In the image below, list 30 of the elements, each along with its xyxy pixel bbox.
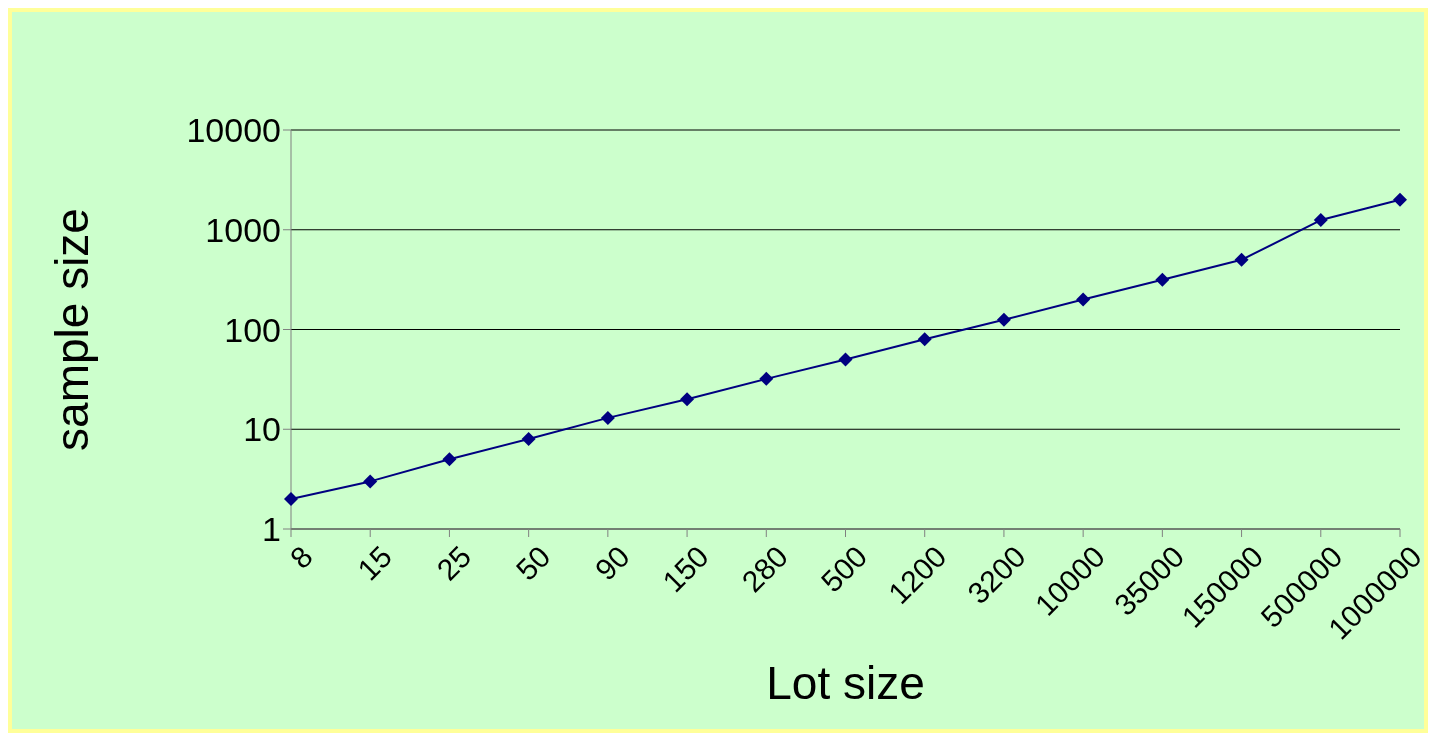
point [996,312,1011,327]
point [1393,192,1407,207]
x-axis-title: Lot size [766,657,925,709]
point [442,452,457,467]
point [284,491,298,506]
x-tick-label: 90 [588,539,636,587]
y-tick-label: 10 [243,410,281,449]
y-axis-title: sample size [46,208,99,451]
x-tick-label: 8 [283,539,319,575]
point [1076,292,1091,307]
x-tick-label: 50 [509,539,557,587]
y-tick-label: 1 [262,510,281,549]
y-tick-label: 1000 [205,210,281,249]
point [680,392,695,407]
point [838,352,853,367]
x-tick-label: 150 [656,539,715,599]
point [600,410,615,425]
y-tick-label: 100 [224,310,281,349]
point [363,474,378,489]
point [1234,252,1249,267]
x-tick-label: 15 [351,539,399,587]
y-tick-label: 10000 [186,111,281,150]
point [917,332,932,347]
x-tick-label: 280 [735,539,795,599]
x-tick-label: 25 [430,539,478,587]
point [1313,213,1328,228]
point [521,431,536,446]
x-tick-label: 500 [814,539,874,599]
point [1155,272,1170,287]
point [759,371,774,386]
